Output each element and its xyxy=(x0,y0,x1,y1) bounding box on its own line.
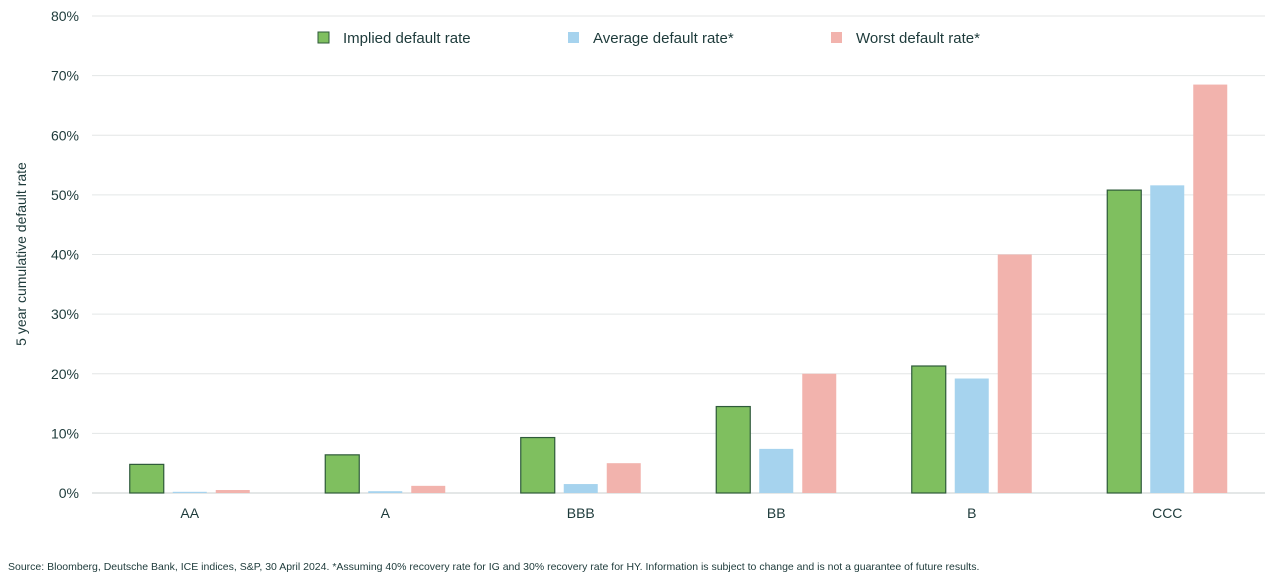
bar-average-default-rate-bb xyxy=(759,448,794,493)
legend-item: Implied default rate xyxy=(317,30,471,47)
gridlines xyxy=(92,15,1265,434)
bar-chart: 0%10%20%30%40%50%60%70%80% AA A BBB BB B CCC … xyxy=(13,8,1265,521)
x-tick-label: CCC xyxy=(1152,505,1182,521)
y-tick-label: 30% xyxy=(51,306,79,322)
bar-implied-default-rate-aa xyxy=(129,463,165,494)
y-tick-label: 50% xyxy=(51,187,79,203)
legend-swatch xyxy=(831,32,842,43)
bar-worst-default-rate-b xyxy=(997,254,1032,493)
legend-label: Implied default rate xyxy=(343,30,471,47)
bar-worst-default-rate-a xyxy=(411,485,446,493)
y-tick-label: 10% xyxy=(51,425,79,441)
y-tick-label: 70% xyxy=(51,68,79,84)
legend-swatch xyxy=(317,31,330,44)
x-tick-label: A xyxy=(381,505,391,521)
bar-average-default-rate-b xyxy=(954,378,989,493)
bar-worst-default-rate-ccc xyxy=(1193,84,1228,493)
y-tick-label: 60% xyxy=(51,127,79,143)
y-tick-label: 20% xyxy=(51,366,79,382)
legend-label: Worst default rate* xyxy=(856,30,980,47)
y-tick-label: 0% xyxy=(59,485,79,501)
bar-average-default-rate-aa xyxy=(172,491,207,493)
y-axis-label: 5 year cumulative default rate xyxy=(13,162,29,346)
x-tick-label: BBB xyxy=(567,505,595,521)
bar-implied-default-rate-b xyxy=(911,365,947,494)
legend-item: Worst default rate* xyxy=(831,30,980,47)
x-tick-label: B xyxy=(967,505,976,521)
legend: Implied default rate Average default rate… xyxy=(317,30,980,47)
y-tick-label: 40% xyxy=(51,247,79,263)
bar-average-default-rate-ccc xyxy=(1150,185,1185,493)
bar-series xyxy=(129,84,1228,494)
bar-worst-default-rate-bb xyxy=(802,373,837,493)
y-tick-label: 80% xyxy=(51,8,79,24)
bar-average-default-rate-bbb xyxy=(563,484,598,493)
bar-implied-default-rate-ccc xyxy=(1106,189,1142,494)
source-footnote: Source: Bloomberg, Deutsche Bank, ICE in… xyxy=(8,561,980,573)
bar-worst-default-rate-bbb xyxy=(606,463,641,493)
bar-implied-default-rate-a xyxy=(324,454,360,494)
legend-swatch xyxy=(568,32,579,43)
bar-average-default-rate-a xyxy=(368,491,403,493)
y-axis-ticks: 0% 10% 20% 30% 40% 50% 60% 70% 80% xyxy=(51,8,79,501)
bar-worst-default-rate-aa xyxy=(215,490,250,493)
legend-item: Average default rate* xyxy=(568,30,734,47)
x-tick-label: AA xyxy=(180,505,199,521)
bar-implied-default-rate-bb xyxy=(715,405,751,494)
legend-label: Average default rate* xyxy=(593,30,734,47)
bar-implied-default-rate-bbb xyxy=(520,436,556,494)
x-axis-categories: AA A BBB BB B CCC xyxy=(180,505,1182,521)
x-tick-label: BB xyxy=(767,505,786,521)
